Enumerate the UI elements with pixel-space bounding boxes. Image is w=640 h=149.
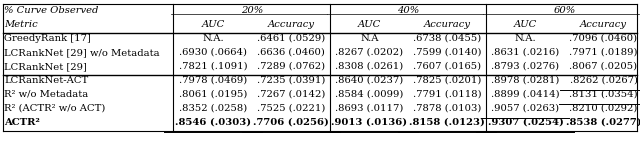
- Text: Metric: Metric: [4, 20, 38, 29]
- Text: R² w/o Metadata: R² w/o Metadata: [4, 90, 89, 99]
- Text: .7971 (.0189): .7971 (.0189): [569, 48, 638, 57]
- Text: .8131 (.0354): .8131 (.0354): [569, 90, 638, 99]
- Text: ACTR²: ACTR²: [4, 118, 40, 127]
- Text: Accuracy: Accuracy: [580, 20, 627, 29]
- Text: .7235 (.0391): .7235 (.0391): [257, 76, 325, 85]
- Text: 60%: 60%: [554, 6, 575, 15]
- Text: .7791 (.0118): .7791 (.0118): [413, 90, 482, 99]
- Text: .9307 (.0254): .9307 (.0254): [488, 118, 563, 127]
- Text: N.A.: N.A.: [515, 34, 536, 43]
- Text: AUC: AUC: [514, 20, 537, 29]
- Text: .6738 (.0455): .6738 (.0455): [413, 34, 481, 43]
- Text: .6930 (.0664): .6930 (.0664): [179, 48, 247, 57]
- Text: .8210 (.0292): .8210 (.0292): [570, 104, 637, 113]
- Text: LCRankNet [29] w/o Metadata: LCRankNet [29] w/o Metadata: [4, 48, 160, 57]
- Text: GreedyRank [17]: GreedyRank [17]: [4, 34, 92, 43]
- Text: .8067 (.0205): .8067 (.0205): [570, 62, 637, 71]
- Text: N.A: N.A: [360, 34, 378, 43]
- Text: .8899 (.0414): .8899 (.0414): [491, 90, 560, 99]
- Text: .7821 (.1091): .7821 (.1091): [179, 62, 248, 71]
- Text: LCRankNet [29]: LCRankNet [29]: [4, 62, 87, 71]
- Text: .7289 (.0762): .7289 (.0762): [257, 62, 325, 71]
- Text: .8978 (.0281): .8978 (.0281): [492, 76, 559, 85]
- Text: .6461 (.0529): .6461 (.0529): [257, 34, 325, 43]
- Text: .7706 (.0256): .7706 (.0256): [253, 118, 329, 127]
- Text: .7096 (.0460): .7096 (.0460): [570, 34, 637, 43]
- Text: .8061 (.0195): .8061 (.0195): [179, 90, 247, 99]
- Text: .9057 (.0263): .9057 (.0263): [492, 104, 559, 113]
- Text: .7878 (.0103): .7878 (.0103): [413, 104, 481, 113]
- Text: .8158 (.0123): .8158 (.0123): [410, 118, 485, 127]
- Text: R² (ACTR² w/o ACT): R² (ACTR² w/o ACT): [4, 104, 106, 113]
- Text: .8584 (.0099): .8584 (.0099): [335, 90, 403, 99]
- Text: .7607 (.0165): .7607 (.0165): [413, 62, 481, 71]
- Text: .8793 (.0276): .8793 (.0276): [492, 62, 559, 71]
- Text: .8693 (.0117): .8693 (.0117): [335, 104, 403, 113]
- Text: .7825 (.0201): .7825 (.0201): [413, 76, 481, 85]
- Text: 40%: 40%: [397, 6, 419, 15]
- Text: % Curve Observed: % Curve Observed: [4, 6, 99, 15]
- Text: .6636 (.0460): .6636 (.0460): [257, 48, 325, 57]
- Text: Accuracy: Accuracy: [268, 20, 315, 29]
- Text: .8631 (.0216): .8631 (.0216): [492, 48, 559, 57]
- Text: 20%: 20%: [241, 6, 263, 15]
- Text: .8267 (.0202): .8267 (.0202): [335, 48, 403, 57]
- Text: Accuracy: Accuracy: [424, 20, 471, 29]
- Text: LCRankNet-ACT: LCRankNet-ACT: [4, 76, 89, 85]
- Text: .8538 (.0277): .8538 (.0277): [566, 118, 640, 127]
- Text: AUC: AUC: [358, 20, 381, 29]
- Text: N.A.: N.A.: [202, 34, 224, 43]
- Text: .8308 (.0261): .8308 (.0261): [335, 62, 403, 71]
- Text: .9013 (.0136): .9013 (.0136): [332, 118, 407, 127]
- Text: .8640 (.0237): .8640 (.0237): [335, 76, 403, 85]
- Text: .7525 (.0221): .7525 (.0221): [257, 104, 325, 113]
- Text: .7267 (.0142): .7267 (.0142): [257, 90, 325, 99]
- Text: .8546 (.0303): .8546 (.0303): [175, 118, 251, 127]
- Text: .8352 (.0258): .8352 (.0258): [179, 104, 247, 113]
- Text: .7978 (.0469): .7978 (.0469): [179, 76, 247, 85]
- Text: .8262 (.0267): .8262 (.0267): [570, 76, 637, 85]
- Text: .7599 (.0140): .7599 (.0140): [413, 48, 482, 57]
- Text: AUC: AUC: [202, 20, 225, 29]
